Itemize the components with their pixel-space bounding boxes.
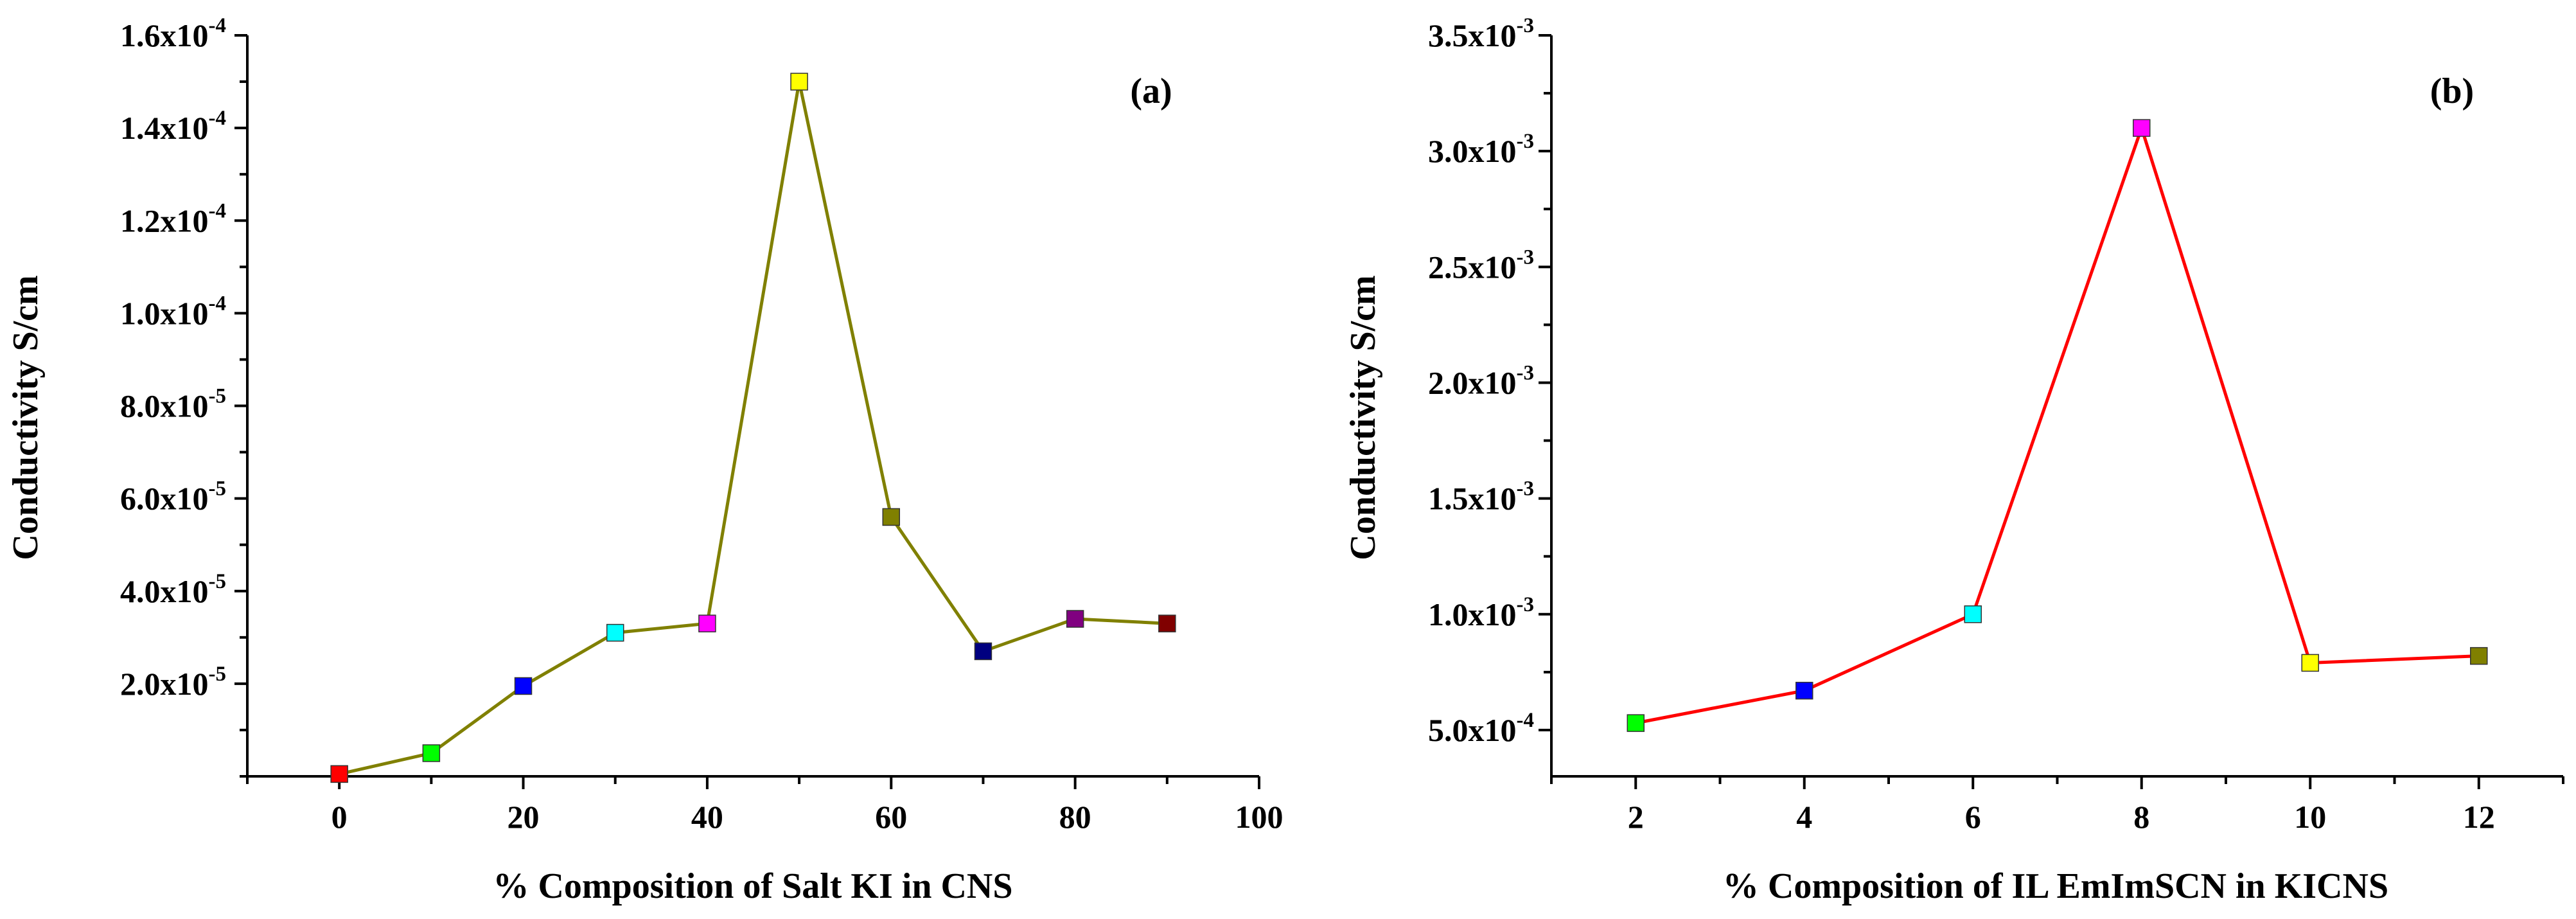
x-axis-title: % Composition of IL EmImSCN in KICNS	[1723, 866, 2388, 906]
x-tick-label: 12	[2463, 799, 2495, 835]
panel-label: (b)	[2430, 71, 2474, 111]
y-tick-label: 8.0x10-5	[120, 385, 226, 424]
x-tick-label: 20	[507, 799, 540, 835]
x-tick-label: 100	[1235, 799, 1284, 835]
x-tick-label: 4	[1796, 799, 1812, 835]
series-line	[339, 81, 1167, 776]
data-point	[2470, 647, 2488, 665]
data-point	[606, 623, 624, 642]
x-tick-label: 0	[331, 799, 348, 835]
data-point	[882, 508, 901, 526]
y-tick-label: 1.0x10-3	[1428, 593, 1534, 632]
x-tick-label: 6	[1965, 799, 1981, 835]
panel-label: (a)	[1130, 71, 1172, 111]
y-tick-label: 2.5x10-3	[1428, 245, 1534, 285]
x-tick-label: 8	[2133, 799, 2149, 835]
data-point	[2133, 119, 2151, 137]
panel-b: 2 4 6 8 10 12 5.0x10-4 1.0x10-3 1.5x10-3 2.0x10-3…	[1343, 14, 2564, 906]
y-tick-label: 1.2x10-4	[120, 199, 226, 238]
y-tick-label: 2.0x10-3	[1428, 361, 1534, 400]
series-line	[1635, 123, 2479, 725]
y-tick-label: 1.0x10-4	[120, 292, 226, 331]
x-tick-label: 2	[1628, 799, 1644, 835]
data-point	[790, 73, 808, 91]
data-point	[1964, 605, 1982, 623]
data-point	[2301, 654, 2319, 672]
y-tick-label: 4.0x10-5	[120, 570, 226, 609]
data-point	[698, 614, 716, 632]
data-point	[974, 642, 992, 661]
data-point	[1627, 714, 1645, 732]
y-tick-label: 2.0x10-5	[120, 663, 226, 702]
x-tick-label: 80	[1059, 799, 1091, 835]
data-point	[330, 765, 348, 783]
x-tick-label: 60	[875, 799, 907, 835]
data-point	[422, 744, 441, 762]
y-tick-label: 1.6x10-4	[120, 14, 226, 53]
data-point	[1795, 681, 1813, 700]
y-tick-label: 1.5x10-3	[1428, 477, 1534, 517]
data-point	[514, 677, 533, 695]
data-point	[1066, 610, 1084, 628]
panel-a: 0 20 40 60 80 100 2.0x10-5 4.0x10-5 6.0x10-5 8.0x…	[6, 14, 1284, 906]
x-tick-label: 10	[2294, 799, 2326, 835]
y-axis-title: Conductivity S/cm	[1343, 275, 1383, 560]
y-tick-label: 3.0x10-3	[1428, 130, 1534, 169]
x-tick-label: 40	[691, 799, 723, 835]
y-tick-label: 6.0x10-5	[120, 477, 226, 517]
y-axis-title: Conductivity S/cm	[6, 275, 46, 560]
data-point	[1158, 614, 1176, 632]
y-tick-label: 5.0x10-4	[1428, 709, 1534, 748]
y-tick-label: 3.5x10-3	[1428, 14, 1534, 53]
x-axis-title: % Composition of Salt KI in CNS	[493, 866, 1012, 906]
y-tick-label: 1.4x10-4	[120, 107, 226, 146]
